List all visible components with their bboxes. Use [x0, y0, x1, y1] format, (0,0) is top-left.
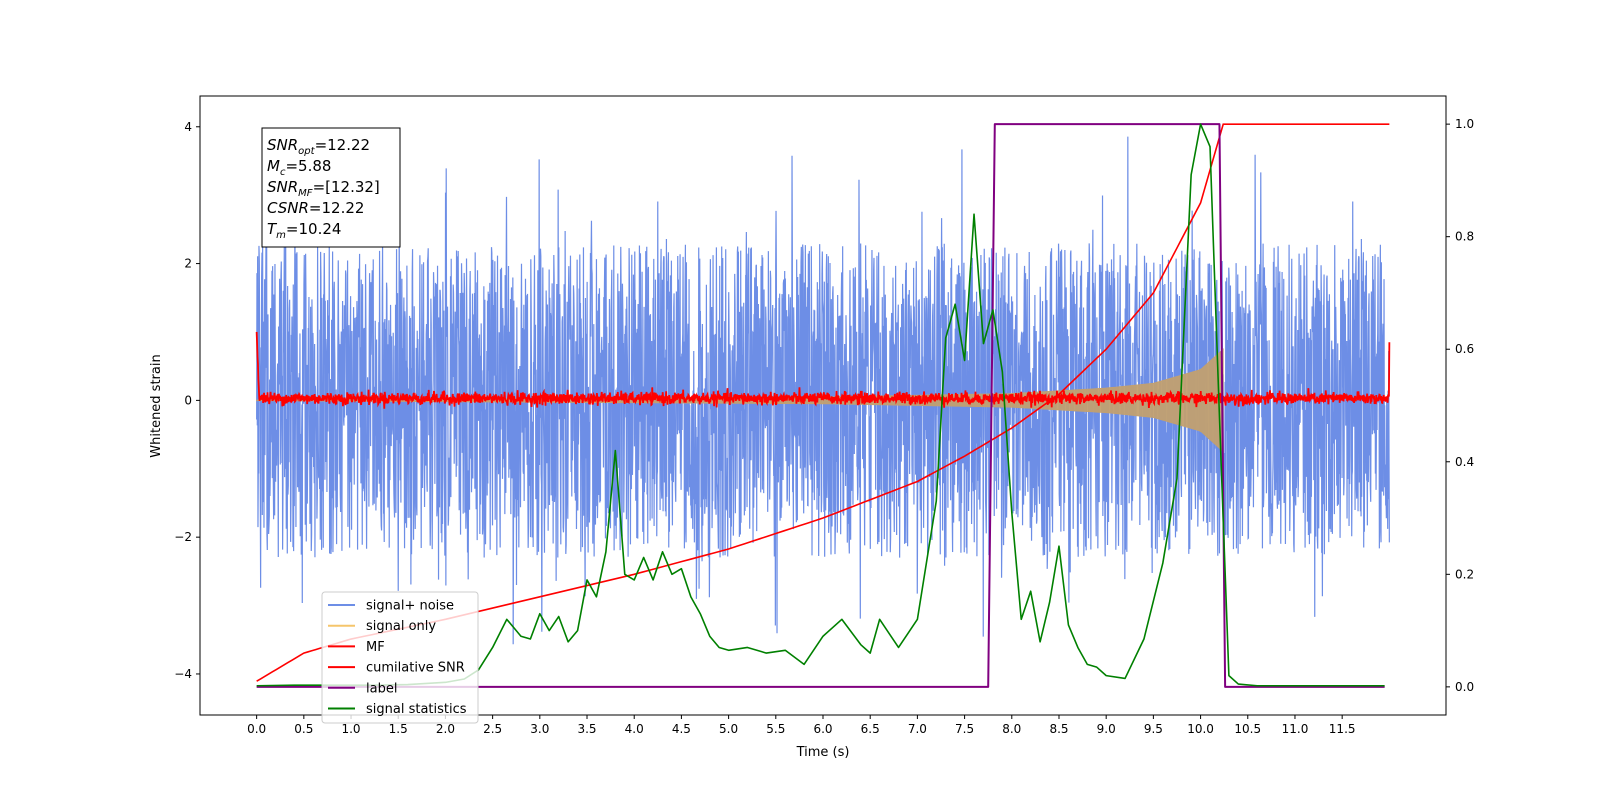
x-tick-label: 8.5: [1049, 722, 1068, 736]
x-tick-label: 11.5: [1329, 722, 1356, 736]
annotation-line: CSNR=12.22: [267, 199, 364, 217]
y-left-tick-label: 2: [184, 257, 192, 271]
x-tick-label: 4.5: [672, 722, 691, 736]
x-tick-label: 1.0: [341, 722, 360, 736]
x-tick-label: 9.5: [1144, 722, 1163, 736]
annotation-line: Mc=5.88: [267, 157, 331, 178]
x-tick-label: 6.0: [813, 722, 832, 736]
y-right-tick-label: 1.0: [1455, 117, 1474, 131]
y-right-tick-label: 0.8: [1455, 230, 1474, 244]
x-tick-label: 6.5: [861, 722, 880, 736]
x-tick-label: 7.0: [908, 722, 927, 736]
x-tick-label: 3.0: [530, 722, 549, 736]
annotation-box: SNRopt=12.22Mc=5.88SNRMF=[12.32]CSNR=12.…: [261, 127, 401, 248]
legend-label: label: [366, 681, 397, 696]
y-left-tick-label: 0: [184, 393, 192, 407]
y-axis-label: Whitened strain: [149, 354, 164, 457]
x-tick-label: 7.5: [955, 722, 974, 736]
y-left-tick-label: 4: [184, 120, 192, 134]
y-left-tick-label: −4: [174, 667, 192, 681]
x-tick-label: 5.5: [766, 722, 785, 736]
y-right-tick-label: 0.0: [1455, 680, 1474, 694]
y-left-tick-label: −2: [174, 530, 192, 544]
x-tick-label: 2.5: [483, 722, 502, 736]
x-tick-label: 8.0: [1002, 722, 1021, 736]
x-tick-label: 3.5: [577, 722, 596, 736]
x-tick-label: 10.5: [1234, 722, 1261, 736]
annotation-line: Tm=10.24: [267, 220, 341, 241]
y-right-tick-label: 0.6: [1455, 342, 1474, 356]
x-tick-label: 2.0: [436, 722, 455, 736]
y-right-tick-label: 0.4: [1455, 455, 1474, 469]
y-axis-right: 0.0 0.2 0.4 0.6 0.8 1.0: [1446, 117, 1474, 694]
x-tick-label: 0.5: [294, 722, 313, 736]
x-tick-label: 11.0: [1282, 722, 1309, 736]
annotation-line: SNRopt=12.22: [267, 136, 370, 157]
legend-label: MF: [366, 640, 385, 655]
x-tick-label: 0.0: [247, 722, 266, 736]
x-tick-label: 10.0: [1187, 722, 1214, 736]
legend-label: cumilative SNR: [366, 661, 465, 676]
annotation-line: SNRMF=[12.32]: [267, 178, 380, 199]
x-tick-label: 1.5: [389, 722, 408, 736]
x-tick-label: 5.0: [719, 722, 738, 736]
series-signal-statistics: [256, 123, 1385, 687]
y-axis-left: −4 −2 0 2 4: [174, 120, 200, 681]
y-right-tick-label: 0.2: [1455, 567, 1474, 581]
x-tick-label: 9.0: [1097, 722, 1116, 736]
x-tick-label: 4.0: [625, 722, 644, 736]
legend-label: signal statistics: [366, 702, 467, 717]
legend: signal+ noise signal only MF cumilative SNR…: [321, 591, 479, 724]
series-mf: [255, 331, 1391, 409]
legend-label: signal only: [366, 619, 436, 634]
x-axis-label: Time (s): [796, 745, 850, 760]
x-axis: 0.0 0.5 1.0 1.5 2.0 2.5 3.0 3.5 4.0 4.5 5.0 5.5 6.0 6…: [247, 715, 1356, 736]
legend-label: signal+ noise: [366, 599, 454, 614]
series-label: [256, 123, 1385, 688]
